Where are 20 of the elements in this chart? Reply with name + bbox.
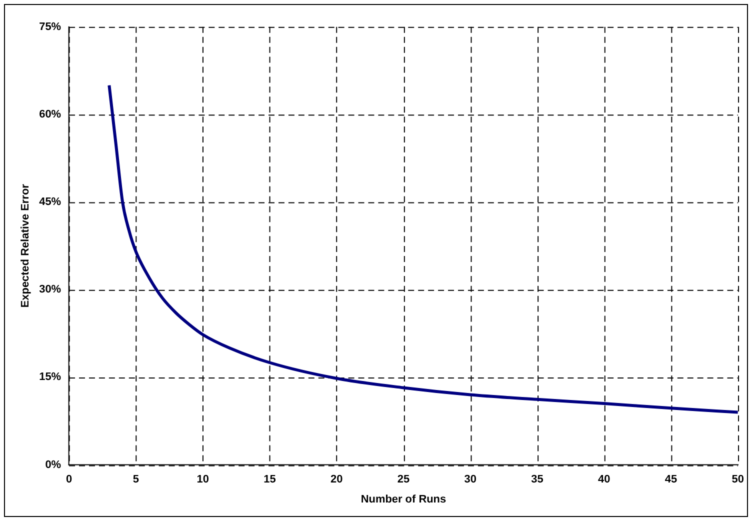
x-tick-label: 20	[330, 473, 343, 486]
x-tick-label: 45	[664, 473, 678, 486]
x-tick-label: 25	[397, 473, 410, 486]
x-tick-label: 10	[196, 473, 209, 486]
x-tick-label: 15	[264, 473, 276, 486]
x-axis-title: Number of Runs	[360, 493, 446, 506]
y-axis-title: Expected Relative Error	[20, 183, 32, 308]
x-tick-label: 5	[132, 473, 139, 486]
y-tick-label: 75%	[39, 20, 62, 33]
x-tick-label: 35	[531, 473, 544, 486]
y-tick-label: 0%	[45, 458, 62, 471]
x-tick-label: 0	[66, 473, 72, 486]
line-series	[108, 84, 738, 414]
x-tick-label: 40	[598, 473, 610, 486]
y-tick-label: 60%	[39, 108, 62, 121]
y-tick-label: 45%	[39, 196, 62, 208]
y-tick-label: 15%	[39, 371, 62, 384]
x-tick-label: 30	[464, 473, 476, 486]
x-tick-label: 50	[732, 473, 744, 486]
y-tick-label: 30%	[39, 284, 62, 296]
